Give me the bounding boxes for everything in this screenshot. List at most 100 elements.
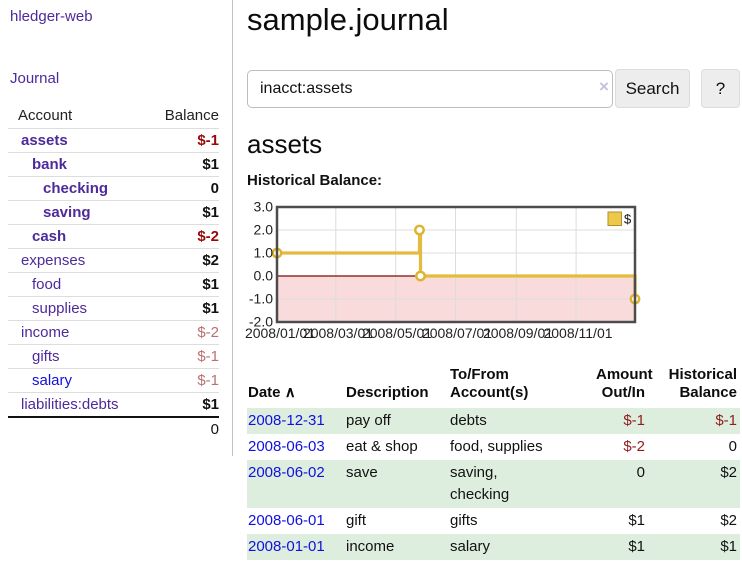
column-header-balance: Historical Balance <box>668 366 737 401</box>
svg-text:3.0: 3.0 <box>254 199 274 215</box>
svg-text:2008/11/01: 2008/11/01 <box>543 325 612 341</box>
accounts-table-header: Account Balance <box>8 102 219 128</box>
svg-text:2.0: 2.0 <box>254 222 274 238</box>
account-balance: $-2 <box>197 228 219 245</box>
svg-text:2008/01/01: 2008/01/01 <box>245 325 315 341</box>
account-row: liabilities:debts $1 <box>8 392 219 416</box>
account-row: gifts $-1 <box>8 344 219 368</box>
transaction-accounts: debts <box>450 412 487 429</box>
account-row: assets $-1 <box>8 128 219 152</box>
account-link-expenses[interactable]: expenses <box>21 252 86 269</box>
transaction-date-link[interactable]: 2008-06-02 <box>248 464 325 481</box>
transaction-balance: $2 <box>720 512 737 529</box>
transaction-accounts: food, supplies <box>450 438 543 455</box>
transaction-amount: $-1 <box>623 412 645 429</box>
svg-text:0.0: 0.0 <box>254 268 274 284</box>
svg-text:1.0: 1.0 <box>254 245 274 261</box>
transaction-accounts: salary <box>450 538 491 555</box>
column-header-accounts: To/From Account(s) <box>450 366 529 401</box>
svg-text:2008/07/01: 2008/07/01 <box>422 325 492 341</box>
account-row: salary $-1 <box>8 368 219 392</box>
column-header-date[interactable]: Date ∧ <box>248 384 296 401</box>
transaction-description: pay off <box>346 412 391 429</box>
accounts-total-value: 0 <box>210 420 219 438</box>
account-link-salary[interactable]: salary <box>32 372 73 389</box>
clear-search-icon[interactable]: × <box>599 77 609 96</box>
account-row: income $-2 <box>8 320 219 344</box>
sort-ascending-icon: ∧ <box>284 384 296 401</box>
search-input[interactable] <box>247 70 613 108</box>
account-balance: $1 <box>202 396 219 413</box>
transaction-date-link[interactable]: 2008-12-31 <box>248 412 325 429</box>
account-balance: $1 <box>202 204 219 221</box>
transaction-row: 2008-06-03 eat & shop food, supplies $-2… <box>247 434 740 460</box>
account-link-saving[interactable]: saving <box>43 204 91 221</box>
brand-link[interactable]: hledger-web <box>10 8 93 25</box>
transaction-amount: $1 <box>628 538 645 555</box>
chart-title: Historical Balance: <box>247 172 383 189</box>
account-balance: $1 <box>202 156 219 173</box>
search-button[interactable]: Search <box>615 69 690 108</box>
transaction-balance: 0 <box>728 438 737 455</box>
account-link-checking[interactable]: checking <box>43 180 109 197</box>
account-row: bank $1 <box>8 152 219 176</box>
account-link-bank[interactable]: bank <box>32 156 68 173</box>
register-table: Date ∧ Description To/From Account(s) Am… <box>247 358 740 560</box>
accounts-table: Account Balance assets $-1 bank $1 check… <box>8 102 219 440</box>
transaction-amount: $-2 <box>623 438 645 455</box>
transaction-amount: $1 <box>628 512 645 529</box>
account-link-income[interactable]: income <box>21 324 70 341</box>
account-balance: $-2 <box>197 324 219 341</box>
account-row: supplies $1 <box>8 296 219 320</box>
help-button[interactable]: ? <box>701 69 740 108</box>
account-link-food[interactable]: food <box>32 276 62 293</box>
transaction-balance: $-1 <box>715 412 737 429</box>
account-link-assets[interactable]: assets <box>21 132 68 149</box>
legend-label: $ <box>624 212 632 227</box>
svg-text:2008/05/01: 2008/05/01 <box>362 325 432 341</box>
transaction-accounts: gifts <box>450 512 478 529</box>
account-link-cash[interactable]: cash <box>32 228 67 245</box>
page-title: sample.journal <box>247 2 449 37</box>
accounts-total-row: 0 <box>8 416 219 440</box>
sidebar: hledger-web Journal Account Balance asse… <box>0 0 233 456</box>
account-row: food $1 <box>8 272 219 296</box>
transaction-accounts: saving, checking <box>450 464 510 503</box>
account-link-supplies[interactable]: supplies <box>32 300 88 317</box>
transaction-date-link[interactable]: 2008-01-01 <box>248 538 325 555</box>
transaction-description: income <box>346 538 395 555</box>
transaction-row: 2008-12-31 pay off debts $-1 $-1 <box>247 408 740 434</box>
account-balance: $-1 <box>197 348 219 365</box>
transaction-balance: $1 <box>720 538 737 555</box>
account-balance: 0 <box>210 180 219 197</box>
account-row: checking 0 <box>8 176 219 200</box>
historical-balance-chart: $ 3.0 2.0 1.0 0.0 -1.0 -2.0 2008/01/01 2… <box>245 199 641 341</box>
chart-plot-border <box>275 205 637 324</box>
transaction-description: save <box>346 464 378 481</box>
column-header-amount: Amount Out/In <box>596 366 653 401</box>
transaction-date-link[interactable]: 2008-06-01 <box>248 512 325 529</box>
svg-text:-2.0: -2.0 <box>249 314 273 330</box>
account-row: cash $-2 <box>8 224 219 248</box>
balance-column-header: Balance <box>164 106 219 124</box>
account-link-gifts[interactable]: gifts <box>32 348 60 365</box>
sidebar-item-journal[interactable]: Journal <box>10 70 60 87</box>
account-balance: $-1 <box>197 372 219 389</box>
transaction-description: eat & shop <box>346 438 418 455</box>
legend-swatch-icon <box>607 211 622 226</box>
account-balance: $1 <box>202 300 219 317</box>
chart-legend: $ <box>607 211 632 227</box>
account-row: expenses $2 <box>8 248 219 272</box>
transaction-balance: $2 <box>720 464 737 481</box>
account-balance: $1 <box>202 276 219 293</box>
transaction-date-link[interactable]: 2008-06-03 <box>248 438 325 455</box>
transaction-description: gift <box>346 512 367 529</box>
chart-y-axis-labels: 3.0 2.0 1.0 0.0 -1.0 -2.0 <box>249 199 273 330</box>
account-link-liabilities-debts[interactable]: liabilities:debts <box>21 396 119 413</box>
column-header-description: Description <box>346 384 429 401</box>
account-balance: $-1 <box>197 132 219 149</box>
account-column-header: Account <box>18 106 73 124</box>
svg-text:2008/03/01: 2008/03/01 <box>303 325 373 341</box>
transaction-row: 2008-06-01 gift gifts $1 $2 <box>247 508 740 534</box>
